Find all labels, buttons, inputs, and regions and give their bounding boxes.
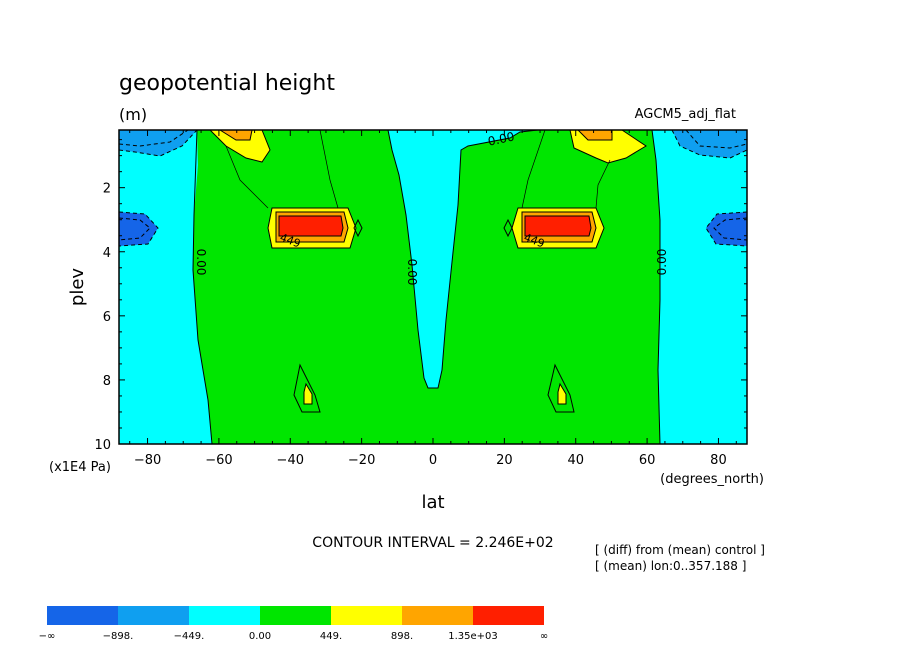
fill-darkblue-right (706, 212, 747, 246)
contour-zero-left (192, 129, 213, 445)
experiment-label: AGCM5_adj_flat (635, 107, 736, 122)
colorbar-label: 1.35e+03 (448, 631, 498, 642)
annotation-line-2: [ (mean) lon:0..357.188 ] (595, 559, 746, 573)
contour-label-zero-left: 0.00 (194, 249, 208, 276)
y-tick-label: 4 (103, 246, 111, 261)
fill-blue-right-top (672, 130, 747, 158)
contour-zero-center (387, 129, 539, 389)
chart-units: (m) (119, 105, 147, 124)
contour-small-right (503, 218, 513, 238)
x-axis-label: lat (421, 492, 444, 513)
contour-label-zero-right: 0.00 (655, 249, 669, 276)
contour-box-left-outer (267, 207, 357, 249)
annotation-line-1: [ (diff) from (mean) control ] (595, 543, 765, 557)
contour-small-left (353, 218, 363, 238)
colorbar-swatch (260, 606, 331, 625)
y-tick-label: 6 (103, 310, 111, 325)
y-tick-label: 10 (94, 438, 111, 453)
colorbar-label: 0.00 (249, 631, 271, 642)
colorbar-swatch (47, 606, 118, 625)
contour-negative-dashed (118, 129, 748, 247)
colorbar-swatch (331, 606, 402, 625)
fill-yellow-top-left (210, 130, 270, 162)
y-tick-label: 2 (103, 182, 111, 197)
colorbar-label: 898. (391, 631, 413, 642)
colorbar-label: ∞ (540, 631, 548, 642)
x-tick-label: 20 (496, 453, 513, 468)
colorbar: −∞ −898. −449. 0.00 449. 898. 1.35e+03 ∞ (39, 606, 548, 642)
chart-title: geopotential height (119, 71, 335, 96)
contour-zero-right (651, 129, 661, 445)
colorbar-label: −∞ (39, 631, 56, 642)
contour-thin-right (521, 129, 611, 209)
colorbar-label: −449. (174, 631, 205, 642)
fill-yellow-blob-right (558, 384, 566, 404)
y-axis-label: plev (67, 268, 88, 307)
colorbar-swatch (402, 606, 473, 625)
colorbar-label: 449. (320, 631, 342, 642)
contour-lines (118, 129, 748, 445)
fill-darkblue-left (119, 212, 158, 246)
fill-red-box-left (279, 216, 343, 236)
contour-thin-left (225, 129, 339, 209)
contour-box-right-inner (521, 211, 597, 243)
fill-blue-left-top (119, 130, 197, 156)
x-tick-label: −20 (348, 453, 375, 468)
axes: −80 −60 −40 −20 0 20 40 60 80 2 4 6 8 10 (94, 130, 747, 468)
colorbar-swatch (189, 606, 260, 625)
x-tick-label: 80 (710, 453, 727, 468)
contour-top-left-lobe (209, 129, 271, 163)
colorbar-label: −898. (103, 631, 134, 642)
contour-blob-right (547, 363, 575, 413)
x-tick-label: −60 (205, 453, 232, 468)
fill-yellow-blob-left (304, 384, 312, 404)
y-tick-label: 8 (103, 374, 111, 389)
x-tick-label: −80 (134, 453, 161, 468)
y-axis-units: (x1E4 Pa) (49, 460, 111, 475)
fill-orange-top-left (220, 130, 252, 140)
contour-top-right-lobe (569, 129, 647, 164)
x-tick-label: 60 (639, 453, 656, 468)
contour-box-left-inner (275, 211, 349, 243)
x-tick-label: −40 (277, 453, 304, 468)
contour-blob-left (293, 363, 321, 413)
fill-orange-top-right (578, 130, 612, 140)
x-tick-label: 40 (567, 453, 584, 468)
contour-label-zero-center: 0.00 (405, 259, 419, 286)
contour-interval-text: CONTOUR INTERVAL = 2.246E+02 (312, 535, 553, 551)
x-tick-label: 0 (429, 453, 437, 468)
colorbar-swatch (473, 606, 544, 625)
plot-area: 0.00 0.00 0.00 0.00 449 449 (118, 129, 748, 445)
x-axis-units: (degrees_north) (660, 472, 764, 487)
contour-label-zero-top: 0.00 (487, 129, 516, 148)
colorbar-swatch (118, 606, 189, 625)
fill-red-box-right (525, 216, 591, 236)
